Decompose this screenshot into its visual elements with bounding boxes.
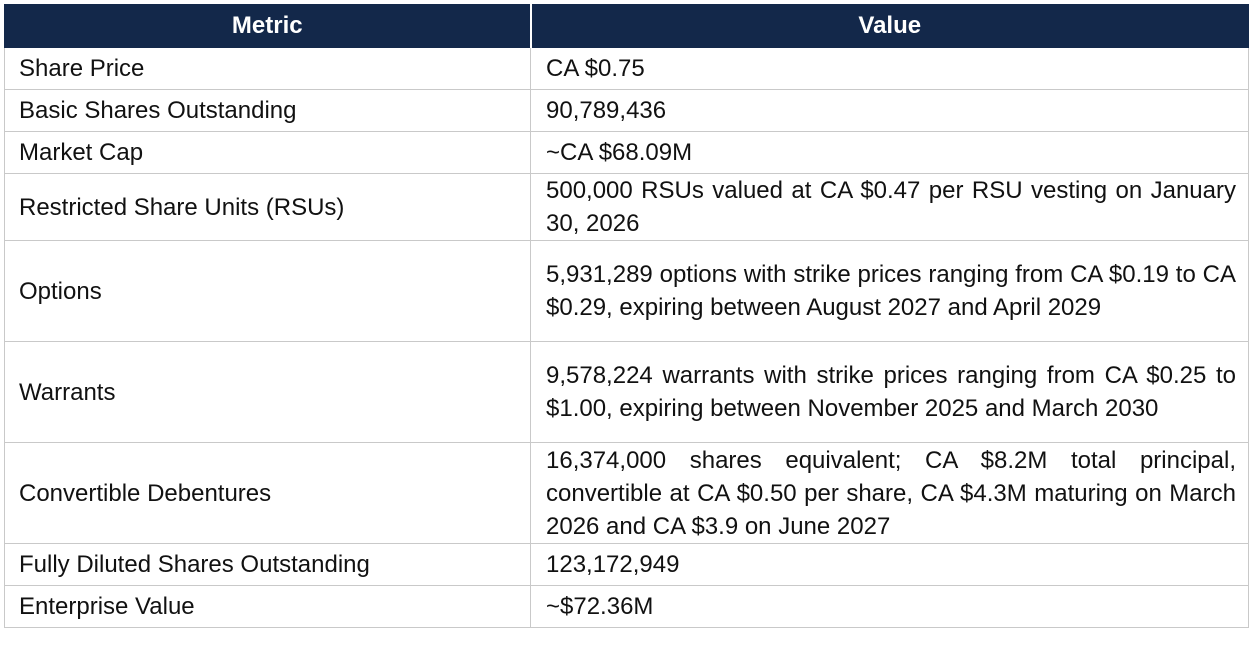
table-header-row: Metric Value (4, 4, 1249, 48)
table-row: Restricted Share Units (RSUs) 500,000 RS… (4, 173, 1249, 241)
value-cell: 5,931,289 options with strike prices ran… (530, 240, 1249, 342)
table-row: Share Price CA $0.75 (4, 47, 1249, 90)
value-cell: 123,172,949 (530, 543, 1249, 586)
header-metric: Metric (4, 4, 532, 48)
metric-cell: Basic Shares Outstanding (4, 89, 531, 132)
metric-cell: Fully Diluted Shares Outstanding (4, 543, 531, 586)
value-cell: 90,789,436 (530, 89, 1249, 132)
table-row: Market Cap ~CA $68.09M (4, 131, 1249, 174)
metric-cell: Convertible Debentures (4, 442, 531, 544)
capitalization-table-container: Metric Value Share Price CA $0.75 Basic … (4, 4, 1249, 628)
table-row: Convertible Debentures 16,374,000 shares… (4, 442, 1249, 544)
value-cell: 16,374,000 shares equivalent; CA $8.2M t… (530, 442, 1249, 544)
table-row: Fully Diluted Shares Outstanding 123,172… (4, 543, 1249, 586)
value-cell: ~$72.36M (530, 585, 1249, 628)
value-cell: ~CA $68.09M (530, 131, 1249, 174)
metric-cell: Options (4, 240, 531, 342)
table-row: Basic Shares Outstanding 90,789,436 (4, 89, 1249, 132)
table-row: Options 5,931,289 options with strike pr… (4, 240, 1249, 342)
metric-cell: Market Cap (4, 131, 531, 174)
value-cell: CA $0.75 (530, 47, 1249, 90)
metric-cell: Restricted Share Units (RSUs) (4, 173, 531, 241)
table-row: Enterprise Value ~$72.36M (4, 585, 1249, 628)
value-cell: 9,578,224 warrants with strike prices ra… (530, 341, 1249, 443)
metric-cell: Warrants (4, 341, 531, 443)
metric-cell: Share Price (4, 47, 531, 90)
table-row: Warrants 9,578,224 warrants with strike … (4, 341, 1249, 443)
header-value: Value (530, 4, 1249, 48)
capitalization-table: Metric Value Share Price CA $0.75 Basic … (4, 4, 1249, 628)
value-cell: 500,000 RSUs valued at CA $0.47 per RSU … (530, 173, 1249, 241)
metric-cell: Enterprise Value (4, 585, 531, 628)
